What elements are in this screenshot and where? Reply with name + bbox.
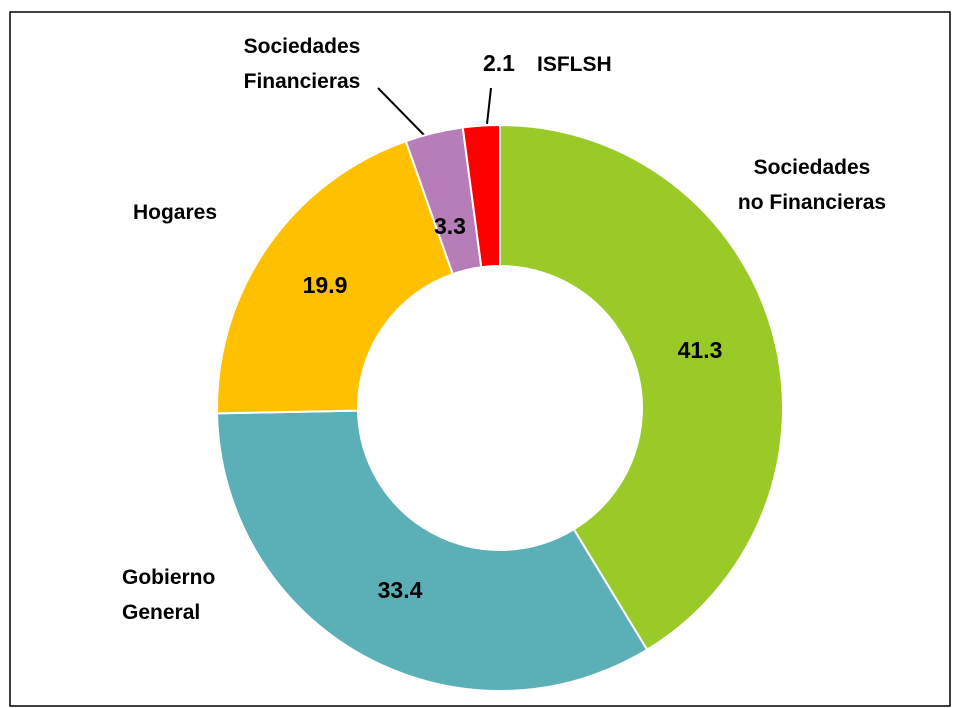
category-label: Sociedades no Financieras: [738, 156, 886, 214]
category-label: ISFLSH: [537, 53, 612, 76]
donut-slice: [216, 139, 455, 415]
leader-line: [377, 87, 426, 137]
value-label: 19.9: [303, 272, 348, 298]
value-label: 3.3: [434, 213, 466, 239]
value-label: 2.1: [483, 50, 515, 76]
value-label: 33.4: [378, 577, 423, 603]
leader-line: [486, 87, 492, 125]
category-label: Hogares: [133, 201, 217, 224]
category-label: Sociedades Financieras: [244, 35, 361, 93]
category-label: Gobierno General: [122, 566, 215, 624]
value-label: 41.3: [678, 337, 723, 363]
donut-slice: [461, 123, 501, 269]
donut-slice: [216, 409, 649, 692]
donut-slice: [499, 123, 784, 652]
